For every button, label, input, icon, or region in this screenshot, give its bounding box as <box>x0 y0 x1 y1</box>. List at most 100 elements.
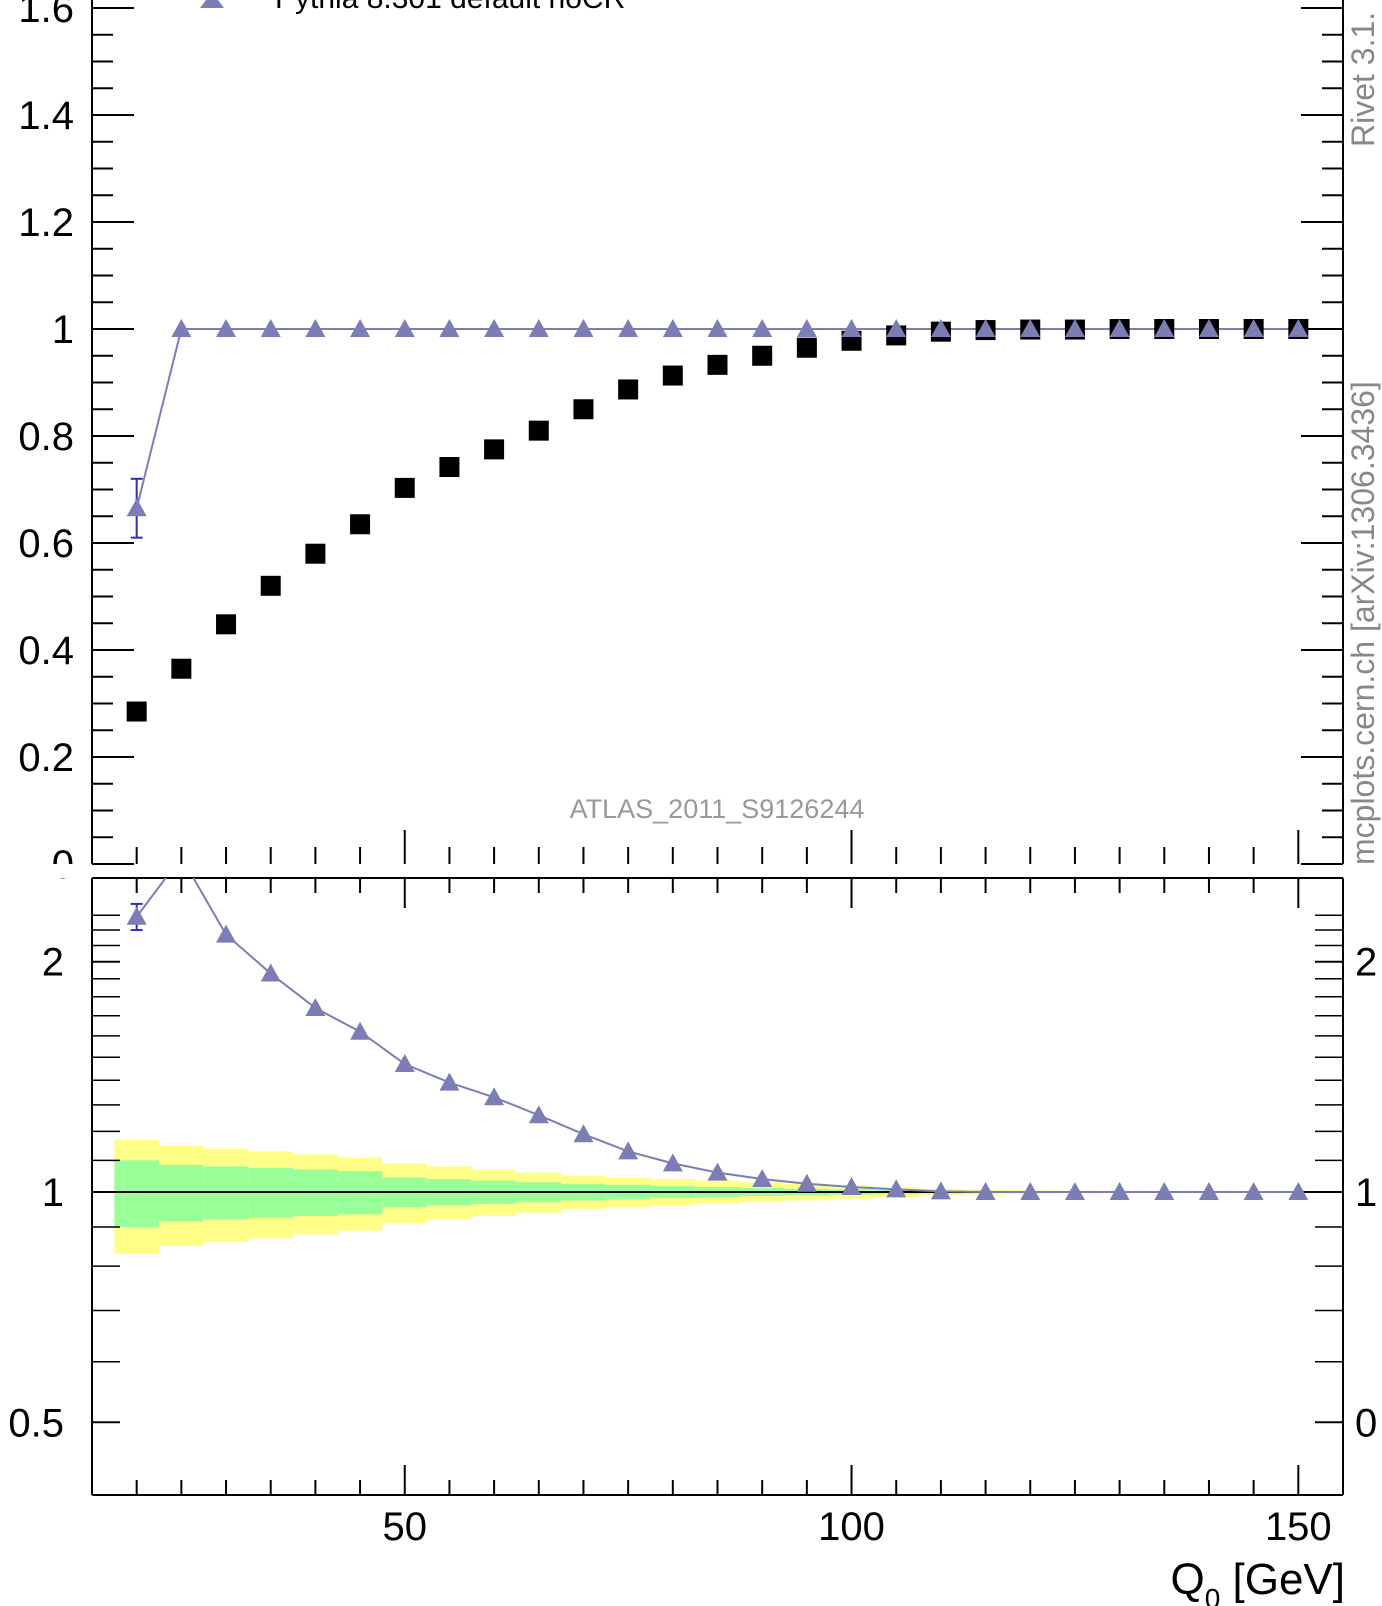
top-y-tick-label: 1.4 <box>18 94 74 138</box>
bottom-y-tick-labels: 0.5 1 2 0 1 2 <box>8 941 1377 1446</box>
x-tick-labels: 50 100 150 <box>383 1505 1332 1549</box>
mc-point <box>439 319 460 337</box>
mc-point <box>260 319 281 337</box>
bottom-y-tick-label-left: 0.5 <box>8 1401 64 1445</box>
x-axis-title: Q0 [GeV] <box>1170 1555 1345 1606</box>
legend-label: Pythia 8.301 default noCR <box>275 0 625 15</box>
mc-point <box>1064 319 1085 337</box>
mc-point <box>484 319 505 337</box>
ratio-point <box>1154 1182 1175 1200</box>
inner-band-segment <box>114 1160 160 1228</box>
bottom-y-tick-label-right: 2 <box>1355 941 1377 985</box>
bottom-y-tick-label-left: 1 <box>42 1171 64 1215</box>
ratio-point <box>1109 1182 1130 1200</box>
top-y-tick-label: 0.2 <box>18 736 74 780</box>
mc-point <box>528 319 549 337</box>
mc-point <box>126 498 147 517</box>
bottom-axis-ticks <box>91 877 1344 1496</box>
top-panel: 00.20.40.60.811.21.41.6 ATLAS_2011_S9126… <box>18 0 1344 887</box>
mc-point <box>1154 319 1175 337</box>
mc-point <box>930 319 951 337</box>
data-point <box>618 379 639 400</box>
inner-band-segment <box>203 1166 249 1220</box>
panel-gap-mask <box>0 864 92 878</box>
top-y-tick-label: 0.4 <box>18 629 74 673</box>
ratio-point <box>126 906 147 925</box>
mc-point <box>886 319 907 337</box>
mc-point <box>216 319 237 337</box>
ratio-point <box>796 1173 817 1192</box>
data-point <box>796 337 817 358</box>
mc-point <box>394 319 415 337</box>
data-point <box>752 345 773 366</box>
analysis-label: ATLAS_2011_S9126244 <box>570 794 865 824</box>
ratio-point <box>350 1021 371 1040</box>
mc-point <box>662 319 683 337</box>
bottom-y-tick-label-right: 1 <box>1355 1171 1377 1215</box>
ratio-point <box>752 1168 773 1187</box>
mc-point <box>618 319 639 337</box>
ratio-line <box>135 878 1299 1193</box>
ratio-point <box>528 1105 549 1124</box>
top-y-tick-label: 1.6 <box>18 0 74 31</box>
data-point <box>394 477 415 498</box>
top-y-tick-label: 0.8 <box>18 415 74 459</box>
ratio-point <box>707 1162 728 1181</box>
uncertainty-bands <box>114 1139 1321 1254</box>
data-point <box>260 575 281 596</box>
mc-point <box>1109 319 1130 337</box>
ratio-point <box>618 1141 639 1160</box>
ratio-point <box>1020 1182 1041 1200</box>
ratio-point <box>394 1054 415 1073</box>
data-point <box>484 439 505 460</box>
rivet-version-label: Rivet 3.1. <box>1345 12 1381 147</box>
x-tick-label: 100 <box>818 1505 885 1549</box>
top-axis-ticks <box>91 0 1344 865</box>
ratio-point <box>260 963 281 982</box>
mc-point <box>707 319 728 337</box>
ratio-point <box>975 1182 996 1200</box>
ratio-point <box>305 997 326 1016</box>
ratio-point <box>930 1181 951 1200</box>
data-point <box>528 420 549 441</box>
ratio-point <box>662 1153 683 1172</box>
bottom-y-tick-label-left: 2 <box>42 941 64 985</box>
mc-point <box>350 319 371 337</box>
data-point <box>439 457 460 478</box>
top-data-marks <box>126 319 1309 722</box>
bottom-panel: 0.5 1 2 0 1 2 50 100 150 Q0 [GeV] <box>8 877 1377 1606</box>
mc-point <box>1288 319 1309 337</box>
mc-point <box>752 319 773 337</box>
data-point <box>707 354 728 375</box>
ratio-point <box>1064 1182 1085 1200</box>
mc-point <box>796 319 817 337</box>
ratio-point <box>1198 1182 1219 1200</box>
ratio-point <box>484 1087 505 1106</box>
data-point <box>662 365 683 386</box>
mc-point <box>171 319 192 337</box>
mc-point <box>1243 319 1264 337</box>
ratio-point <box>1288 1182 1309 1200</box>
ratio-point <box>573 1124 594 1143</box>
mc-point <box>1020 319 1041 337</box>
ratio-point <box>216 924 237 943</box>
mc-point <box>305 319 326 337</box>
ratio-point <box>1243 1182 1264 1200</box>
mc-point <box>975 319 996 337</box>
data-point <box>216 614 237 635</box>
ratio-point <box>439 1072 460 1091</box>
top-y-tick-labels: 00.20.40.60.811.21.41.6 <box>18 0 74 887</box>
top-y-tick-label: 0.6 <box>18 522 74 566</box>
bottom-y-tick-label-right: 0 <box>1355 1401 1377 1445</box>
mcplots-reference-label: mcplots.cern.ch [arXiv:1306.3436] <box>1345 381 1381 865</box>
data-point <box>171 658 192 679</box>
data-point <box>126 701 147 722</box>
mc-point <box>573 319 594 337</box>
mc-point <box>1198 319 1219 337</box>
x-tick-label: 50 <box>383 1505 428 1549</box>
data-point <box>350 514 371 535</box>
data-point <box>305 543 326 564</box>
ratio-marks <box>126 878 1309 1200</box>
inner-band-segment <box>159 1164 204 1222</box>
